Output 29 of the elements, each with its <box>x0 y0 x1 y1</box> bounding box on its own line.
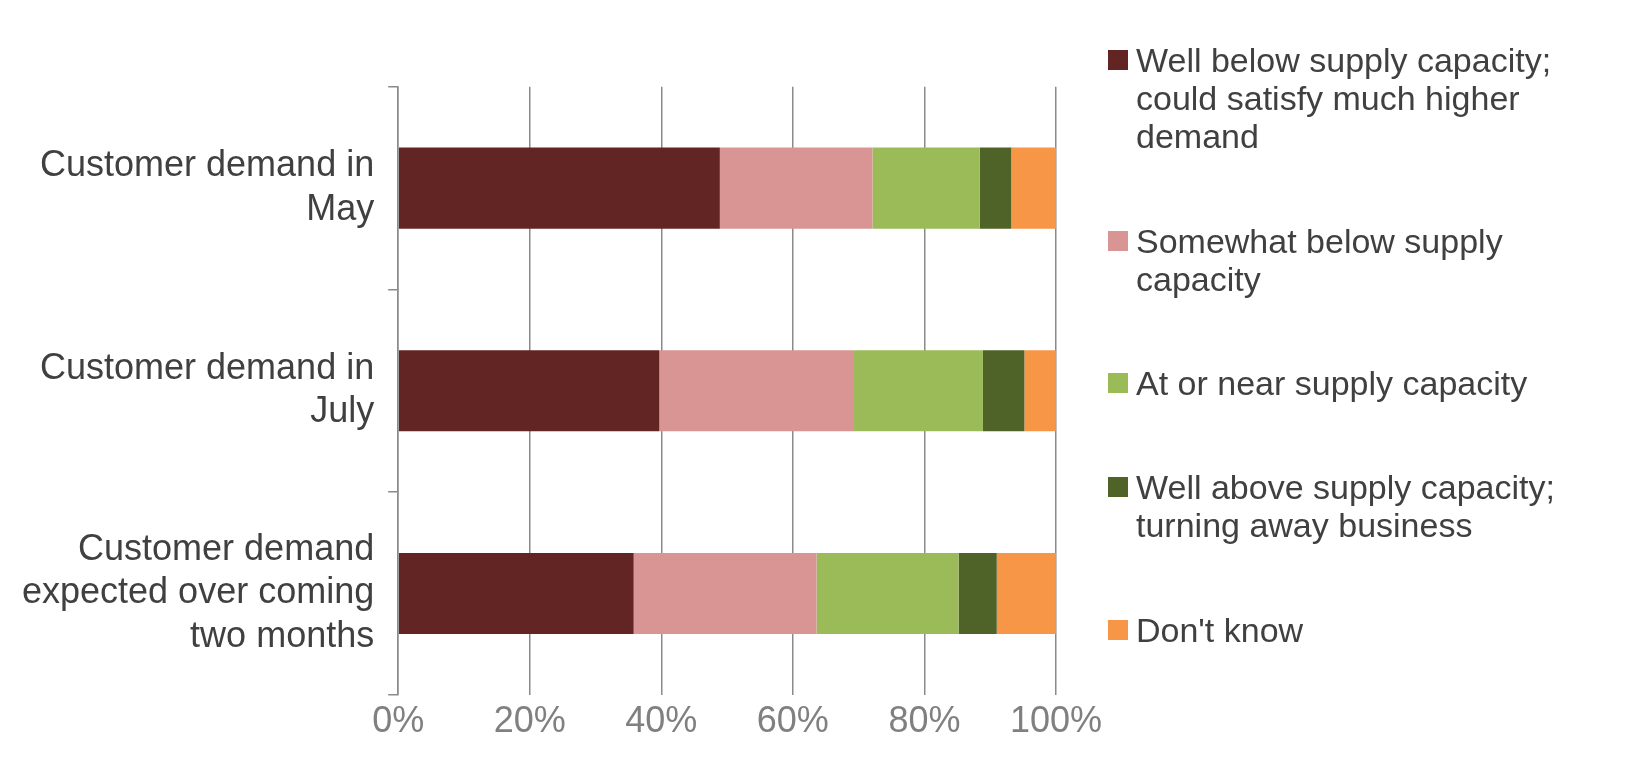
bar <box>1024 350 1056 432</box>
legend-label: Well below supply capacity; could satisfy much higher demand <box>1136 41 1553 156</box>
x-tick-label: 80% <box>888 699 961 741</box>
bar <box>398 552 634 634</box>
y-tick-label: Customer demand expected over coming two months <box>21 527 375 655</box>
bar <box>398 350 660 432</box>
bar <box>982 350 1025 432</box>
bar <box>996 552 1056 634</box>
bar <box>398 147 720 229</box>
bar <box>958 552 997 634</box>
legend-label: Somewhat below supply capacity <box>1136 221 1504 298</box>
x-tick-label: 0% <box>372 699 425 741</box>
legend-label: Well above supply capacity; turning away business <box>1136 468 1556 545</box>
x-tick-label: 20% <box>493 699 566 741</box>
bar <box>816 552 959 634</box>
legend-label: At or near supply capacity <box>1136 363 1528 402</box>
bar <box>1011 147 1056 229</box>
bar <box>979 147 1012 229</box>
legend-label: Don't know <box>1136 610 1304 649</box>
bar <box>633 552 817 634</box>
y-tick-label: Customer demand in July <box>40 346 375 431</box>
bar <box>872 147 980 229</box>
bar <box>659 350 855 432</box>
x-tick-label: 60% <box>756 699 829 741</box>
x-tick-label: 100% <box>1009 699 1102 741</box>
bar <box>854 350 983 432</box>
bar <box>719 147 873 229</box>
x-tick-label: 40% <box>625 699 698 741</box>
y-tick-label: Customer demand in May <box>40 143 375 228</box>
